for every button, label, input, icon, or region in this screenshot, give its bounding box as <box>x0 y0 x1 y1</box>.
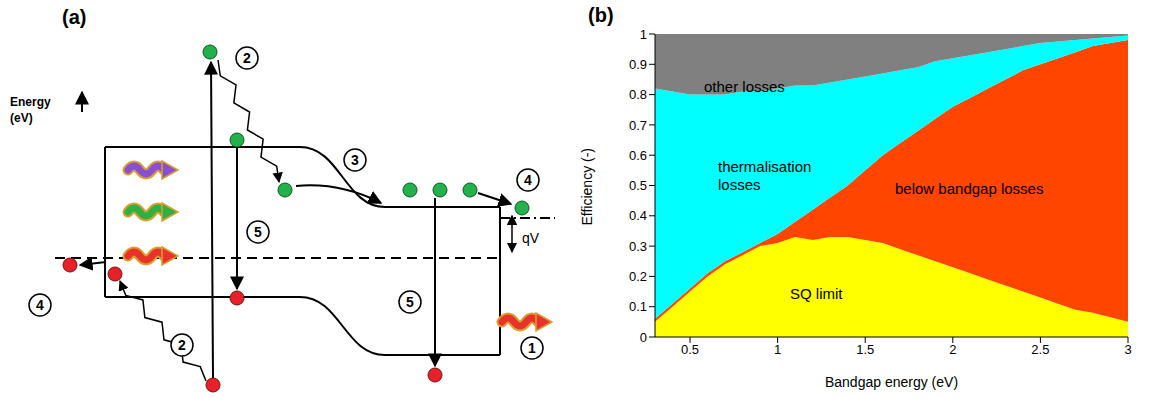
svg-text:0.5: 0.5 <box>629 178 647 193</box>
svg-text:0.4: 0.4 <box>629 208 647 223</box>
svg-text:Efficiency (-): Efficiency (-) <box>579 148 595 226</box>
html-text:SQ limit: SQ limit <box>790 285 843 302</box>
svg-text:1: 1 <box>640 27 647 42</box>
svg-text:1.5: 1.5 <box>856 342 874 357</box>
svg-text:0.9: 0.9 <box>629 57 647 72</box>
svg-text:0: 0 <box>640 330 647 345</box>
svg-text:Bandgap energy (eV): Bandgap energy (eV) <box>825 374 958 390</box>
svg-text:Energy: Energy <box>10 95 51 109</box>
html-text:thermalisation losses: thermalisation losses <box>718 158 812 193</box>
svg-text:1: 1 <box>528 340 536 356</box>
svg-text:qV: qV <box>522 230 540 246</box>
svg-text:(eV): (eV) <box>10 111 33 125</box>
svg-text:3: 3 <box>1124 342 1131 357</box>
svg-text:2.5: 2.5 <box>1031 342 1049 357</box>
svg-text:(a): (a) <box>62 6 86 28</box>
svg-text:0.1: 0.1 <box>629 299 647 314</box>
svg-text:3: 3 <box>351 152 359 168</box>
svg-text:0.7: 0.7 <box>629 118 647 133</box>
svg-text:5: 5 <box>406 294 414 310</box>
svg-text:0.3: 0.3 <box>629 239 647 254</box>
svg-text:5: 5 <box>254 224 262 240</box>
html-text:other losses: other losses <box>704 78 785 95</box>
html-text:(b): (b) <box>588 4 614 26</box>
svg-text:2: 2 <box>178 337 186 353</box>
svg-text:0.5: 0.5 <box>681 342 699 357</box>
svg-text:2: 2 <box>949 342 956 357</box>
html-text:below bandgap losses: below bandgap losses <box>895 180 1044 197</box>
svg-text:0.8: 0.8 <box>629 87 647 102</box>
svg-text:4: 4 <box>36 297 44 313</box>
svg-text:0.6: 0.6 <box>629 148 647 163</box>
svg-text:1: 1 <box>774 342 781 357</box>
svg-text:0.2: 0.2 <box>629 269 647 284</box>
svg-text:2: 2 <box>243 50 251 66</box>
svg-text:4: 4 <box>524 172 532 188</box>
